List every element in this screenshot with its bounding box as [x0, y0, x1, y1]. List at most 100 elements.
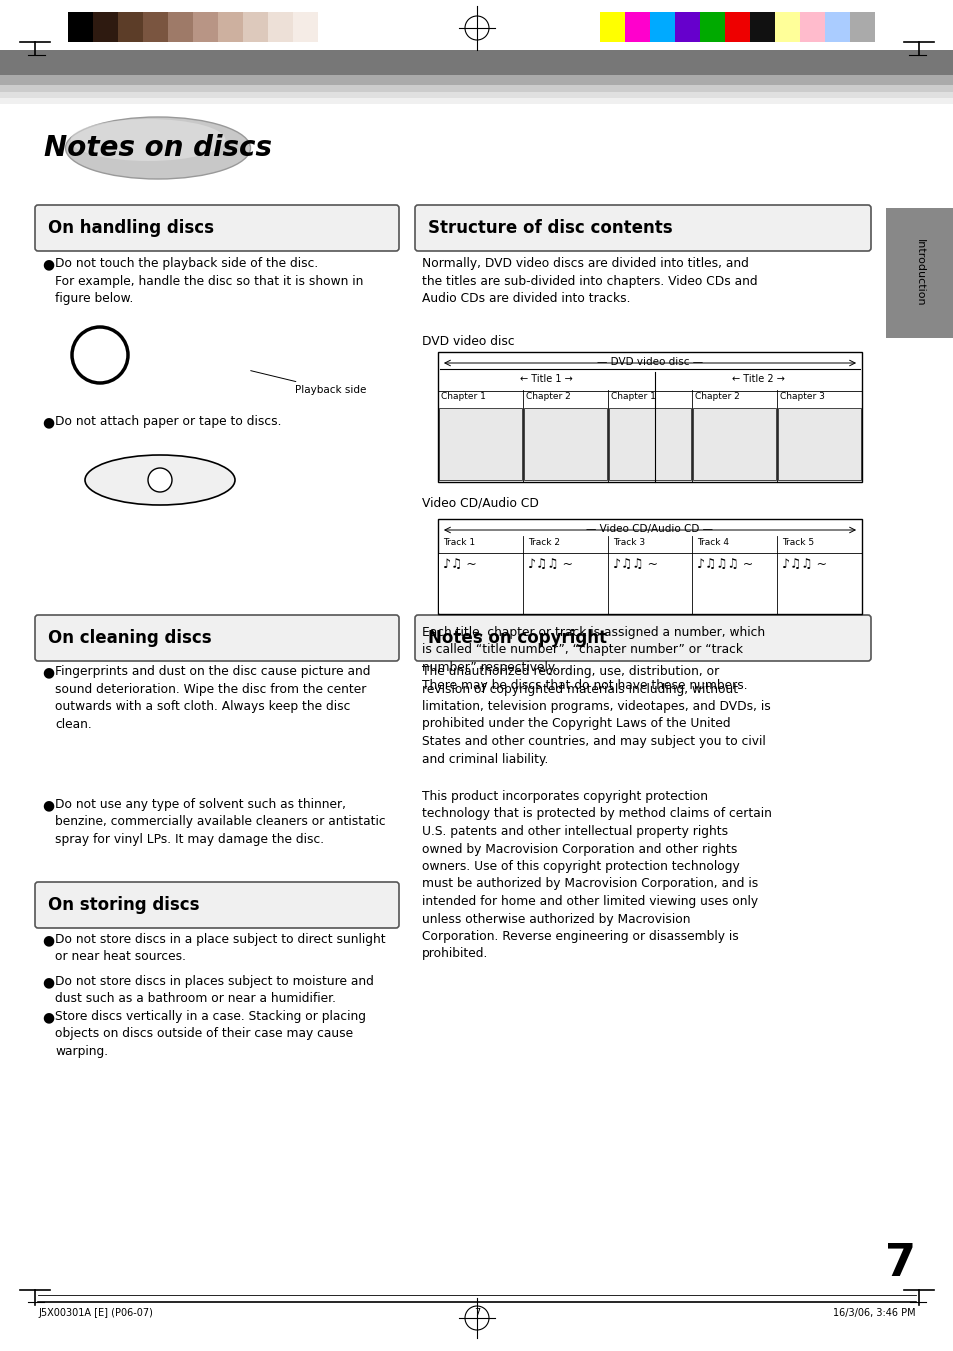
Bar: [599, 12, 624, 42]
Text: ♪♫♫ ~: ♪♫♫ ~: [781, 558, 826, 571]
Text: 16/3/06, 3:46 PM: 16/3/06, 3:46 PM: [833, 1308, 915, 1319]
Text: ♪♫♫ ~: ♪♫♫ ~: [612, 558, 657, 571]
Ellipse shape: [85, 455, 234, 505]
Text: ← Title 1 →: ← Title 1 →: [519, 374, 572, 384]
Bar: [624, 12, 649, 42]
Text: The unauthorized recording, use, distribution, or
revision of copyrighted materi: The unauthorized recording, use, distrib…: [421, 665, 770, 766]
Text: Normally, DVD video discs are divided into titles, and
the titles are sub-divide: Normally, DVD video discs are divided in…: [421, 257, 757, 305]
Text: On cleaning discs: On cleaning discs: [48, 630, 212, 647]
FancyBboxPatch shape: [35, 882, 398, 928]
Bar: [523, 554, 606, 613]
Bar: [68, 12, 92, 42]
Text: Do not use any type of solvent such as thinner,
benzine, commercially available : Do not use any type of solvent such as t…: [55, 798, 385, 846]
Text: This product incorporates copyright protection
technology that is protected by m: This product incorporates copyright prot…: [421, 790, 771, 961]
Bar: [293, 12, 317, 42]
Ellipse shape: [71, 119, 225, 161]
Bar: [724, 12, 749, 42]
Text: Each title, chapter or track is assigned a number, which
is called “title number: Each title, chapter or track is assigned…: [421, 626, 764, 692]
Bar: [0, 104, 953, 109]
Text: ●: ●: [42, 975, 54, 989]
Bar: [608, 408, 691, 480]
Ellipse shape: [66, 118, 251, 178]
Bar: [523, 408, 606, 480]
Bar: [700, 12, 724, 42]
Text: Notes on discs: Notes on discs: [44, 134, 272, 162]
Bar: [193, 12, 218, 42]
Text: ●: ●: [42, 798, 54, 812]
Text: On handling discs: On handling discs: [48, 219, 213, 236]
Text: ●: ●: [42, 257, 54, 272]
FancyBboxPatch shape: [415, 205, 870, 251]
Text: ●: ●: [42, 1011, 54, 1024]
Bar: [800, 12, 824, 42]
Text: ●: ●: [42, 934, 54, 947]
Text: Video CD/Audio CD: Video CD/Audio CD: [421, 497, 538, 509]
Text: Notes on copyright: Notes on copyright: [428, 630, 606, 647]
Bar: [693, 554, 776, 613]
Bar: [437, 519, 862, 613]
Bar: [218, 12, 243, 42]
Text: Structure of disc contents: Structure of disc contents: [428, 219, 672, 236]
Text: Chapter 1: Chapter 1: [440, 392, 485, 401]
Text: Track 1: Track 1: [442, 538, 475, 547]
Text: Introduction: Introduction: [914, 239, 924, 307]
Text: Do not store discs in places subject to moisture and
dust such as a bathroom or : Do not store discs in places subject to …: [55, 975, 374, 1005]
Bar: [0, 99, 953, 105]
FancyBboxPatch shape: [35, 205, 398, 251]
Bar: [824, 12, 849, 42]
Bar: [675, 12, 700, 42]
Text: ♪♫♫ ~: ♪♫♫ ~: [527, 558, 572, 571]
Text: Chapter 3: Chapter 3: [780, 392, 824, 401]
Circle shape: [148, 467, 172, 492]
Bar: [778, 554, 861, 613]
Bar: [693, 408, 776, 480]
Bar: [0, 76, 953, 88]
Bar: [0, 0, 953, 55]
Bar: [608, 554, 691, 613]
Text: Do not attach paper or tape to discs.: Do not attach paper or tape to discs.: [55, 415, 281, 428]
Text: Chapter 2: Chapter 2: [695, 392, 740, 401]
Text: J5X00301A [E] (P06-07): J5X00301A [E] (P06-07): [38, 1308, 152, 1319]
Bar: [92, 12, 118, 42]
Text: ♪♫♫♫ ~: ♪♫♫♫ ~: [697, 558, 753, 571]
Text: Do not store discs in a place subject to direct sunlight
or near heat sources.: Do not store discs in a place subject to…: [55, 934, 385, 963]
Bar: [438, 554, 521, 613]
Text: Track 2: Track 2: [527, 538, 559, 547]
Bar: [268, 12, 293, 42]
Text: ← Title 2 →: ← Title 2 →: [731, 374, 783, 384]
Text: Do not touch the playback side of the disc.
For example, handle the disc so that: Do not touch the playback side of the di…: [55, 257, 363, 305]
FancyBboxPatch shape: [35, 615, 398, 661]
Bar: [437, 353, 862, 482]
Text: 7: 7: [474, 1308, 479, 1319]
Bar: [0, 92, 953, 101]
Bar: [774, 12, 800, 42]
Text: Chapter 2: Chapter 2: [525, 392, 570, 401]
Bar: [118, 12, 143, 42]
Text: ●: ●: [42, 665, 54, 680]
Bar: [168, 12, 193, 42]
Text: ●: ●: [42, 415, 54, 430]
Bar: [649, 12, 675, 42]
Bar: [0, 85, 953, 95]
Text: Chapter 1: Chapter 1: [610, 392, 655, 401]
Bar: [0, 50, 953, 88]
FancyBboxPatch shape: [415, 615, 870, 661]
Bar: [849, 12, 874, 42]
Text: Track 5: Track 5: [781, 538, 814, 547]
Bar: [778, 408, 861, 480]
Text: Track 4: Track 4: [697, 538, 729, 547]
Bar: [243, 12, 268, 42]
Text: DVD video disc: DVD video disc: [421, 335, 514, 349]
Text: — DVD video disc —: — DVD video disc —: [597, 357, 702, 367]
Text: Fingerprints and dust on the disc cause picture and
sound deterioration. Wipe th: Fingerprints and dust on the disc cause …: [55, 665, 370, 731]
Text: Track 3: Track 3: [612, 538, 644, 547]
Bar: [438, 408, 521, 480]
Bar: [885, 208, 953, 338]
Text: On storing discs: On storing discs: [48, 896, 199, 915]
Text: Playback side: Playback side: [251, 370, 366, 394]
Bar: [143, 12, 168, 42]
Text: Store discs vertically in a case. Stacking or placing
objects on discs outside o: Store discs vertically in a case. Stacki…: [55, 1011, 366, 1058]
Text: 7: 7: [884, 1242, 915, 1285]
Bar: [749, 12, 774, 42]
Text: ♪♫ ~: ♪♫ ~: [442, 558, 476, 571]
